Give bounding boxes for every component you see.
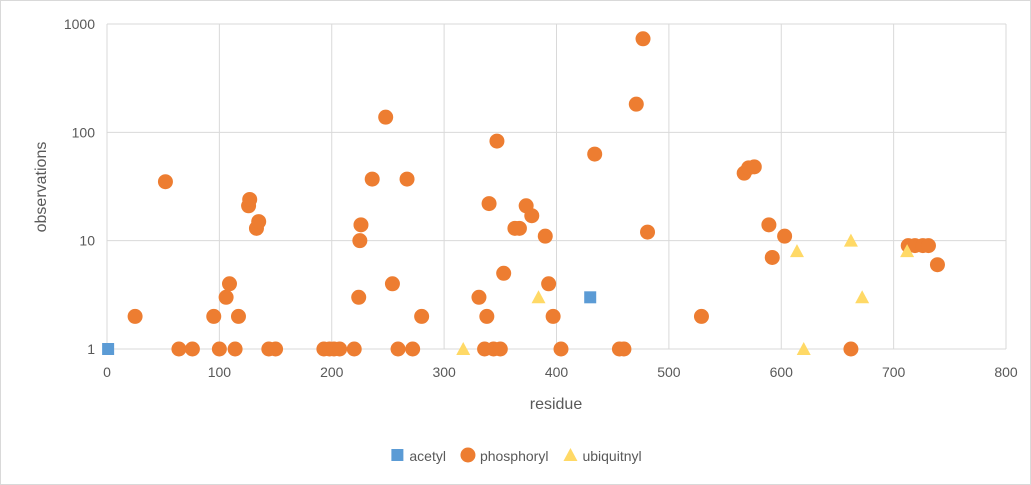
- x-tick-label: 700: [882, 364, 906, 380]
- phosphoryl-point: [157, 174, 173, 190]
- phosphoryl-point: [920, 238, 936, 254]
- series-ubiquitnyl: [456, 233, 915, 355]
- phosphoryl-point: [378, 109, 394, 125]
- x-tick-label: 800: [994, 364, 1018, 380]
- phosphoryl-point: [537, 228, 553, 244]
- ubiquitnyl-point: [531, 290, 546, 304]
- gridlines: [106, 23, 1007, 350]
- phosphoryl-point: [764, 249, 780, 265]
- phosphoryl-point: [492, 341, 508, 357]
- acetyl-point: [102, 343, 115, 355]
- legend-item-ubiquitnyl: ubiquitnyl: [563, 448, 642, 464]
- phosphoryl-point: [351, 289, 367, 305]
- phosphoryl-point: [227, 341, 243, 357]
- acetyl-legend-marker: [391, 449, 404, 461]
- ubiquitnyl-point: [843, 233, 858, 247]
- phosphoryl-point: [635, 31, 651, 47]
- phosphoryl-point: [353, 217, 369, 233]
- phosphoryl-point: [479, 308, 495, 324]
- phosphoryl-point: [587, 146, 603, 162]
- x-axis-title: residue: [530, 396, 583, 413]
- data-points: [102, 31, 945, 357]
- phosphoryl-point: [399, 171, 415, 187]
- phosphoryl-point: [616, 341, 632, 357]
- phosphoryl-point: [332, 341, 348, 357]
- y-tick-label: 1000: [64, 16, 95, 32]
- phosphoryl-point: [390, 341, 406, 357]
- phosphoryl-point: [489, 133, 505, 149]
- phosphoryl-point: [545, 308, 561, 324]
- phosphoryl-point: [761, 217, 777, 233]
- phosphoryl-point: [171, 341, 187, 357]
- phosphoryl-point: [251, 214, 267, 230]
- phosphoryl-point: [640, 224, 656, 240]
- legend: acetyl phosphoryl ubiquitnyl: [391, 447, 642, 464]
- y-axis-title: observations: [33, 142, 50, 233]
- legend-label: phosphoryl: [480, 448, 549, 464]
- ubiquitnyl-point: [789, 244, 804, 258]
- ubiquitnyl-legend-marker: [563, 448, 578, 461]
- tick-labels: 0 100 200 300 400 500 600 700 800 1 10 100 1000: [64, 16, 1018, 380]
- phosphoryl-point: [364, 171, 380, 187]
- phosphoryl-point: [384, 276, 400, 292]
- legend-item-acetyl: acetyl: [391, 448, 446, 464]
- phosphoryl-point: [628, 96, 644, 112]
- phosphoryl-point: [511, 220, 527, 236]
- y-tick-label: 100: [72, 124, 96, 140]
- phosphoryl-point: [127, 308, 143, 324]
- phosphoryl-point: [268, 341, 284, 357]
- phosphoryl-point: [184, 341, 200, 357]
- phosphoryl-point: [206, 308, 222, 324]
- phosphoryl-legend-marker: [460, 447, 476, 463]
- phosphoryl-point: [242, 191, 258, 207]
- x-tick-label: 100: [208, 364, 232, 380]
- phosphoryl-point: [541, 276, 557, 292]
- phosphoryl-point: [471, 289, 487, 305]
- y-tick-label: 10: [79, 233, 95, 249]
- x-tick-label: 200: [320, 364, 344, 380]
- phosphoryl-point: [414, 308, 430, 324]
- ubiquitnyl-point: [796, 342, 811, 355]
- acetyl-point: [584, 291, 597, 304]
- phosphoryl-point: [777, 228, 793, 244]
- phosphoryl-point: [929, 257, 945, 273]
- x-tick-label: 400: [545, 364, 569, 380]
- phosphoryl-point: [218, 289, 234, 305]
- series-acetyl: [102, 291, 597, 355]
- phosphoryl-point: [496, 265, 512, 281]
- x-tick-label: 600: [770, 364, 794, 380]
- phosphoryl-point: [553, 341, 569, 357]
- phosphoryl-point: [346, 341, 362, 357]
- legend-item-phosphoryl: phosphoryl: [460, 447, 549, 464]
- series-phosphoryl: [127, 31, 945, 357]
- x-tick-label: 500: [657, 364, 681, 380]
- phosphoryl-point: [524, 208, 540, 224]
- ubiquitnyl-point: [900, 244, 915, 258]
- phosphoryl-point: [405, 341, 421, 357]
- x-tick-label: 0: [103, 364, 111, 380]
- phosphoryl-point: [843, 341, 859, 357]
- phosphoryl-point: [693, 308, 709, 324]
- phosphoryl-point: [211, 341, 227, 357]
- x-tick-label: 300: [432, 364, 456, 380]
- phosphoryl-point: [352, 233, 368, 249]
- phosphoryl-point: [746, 159, 762, 175]
- legend-label: acetyl: [409, 448, 446, 464]
- ubiquitnyl-point: [855, 290, 870, 304]
- phosphoryl-point: [221, 276, 237, 292]
- phosphoryl-point: [481, 196, 497, 212]
- y-tick-label: 1: [87, 341, 95, 357]
- ubiquitnyl-point: [456, 342, 471, 355]
- phosphoryl-point: [230, 308, 246, 324]
- legend-label: ubiquitnyl: [582, 448, 641, 464]
